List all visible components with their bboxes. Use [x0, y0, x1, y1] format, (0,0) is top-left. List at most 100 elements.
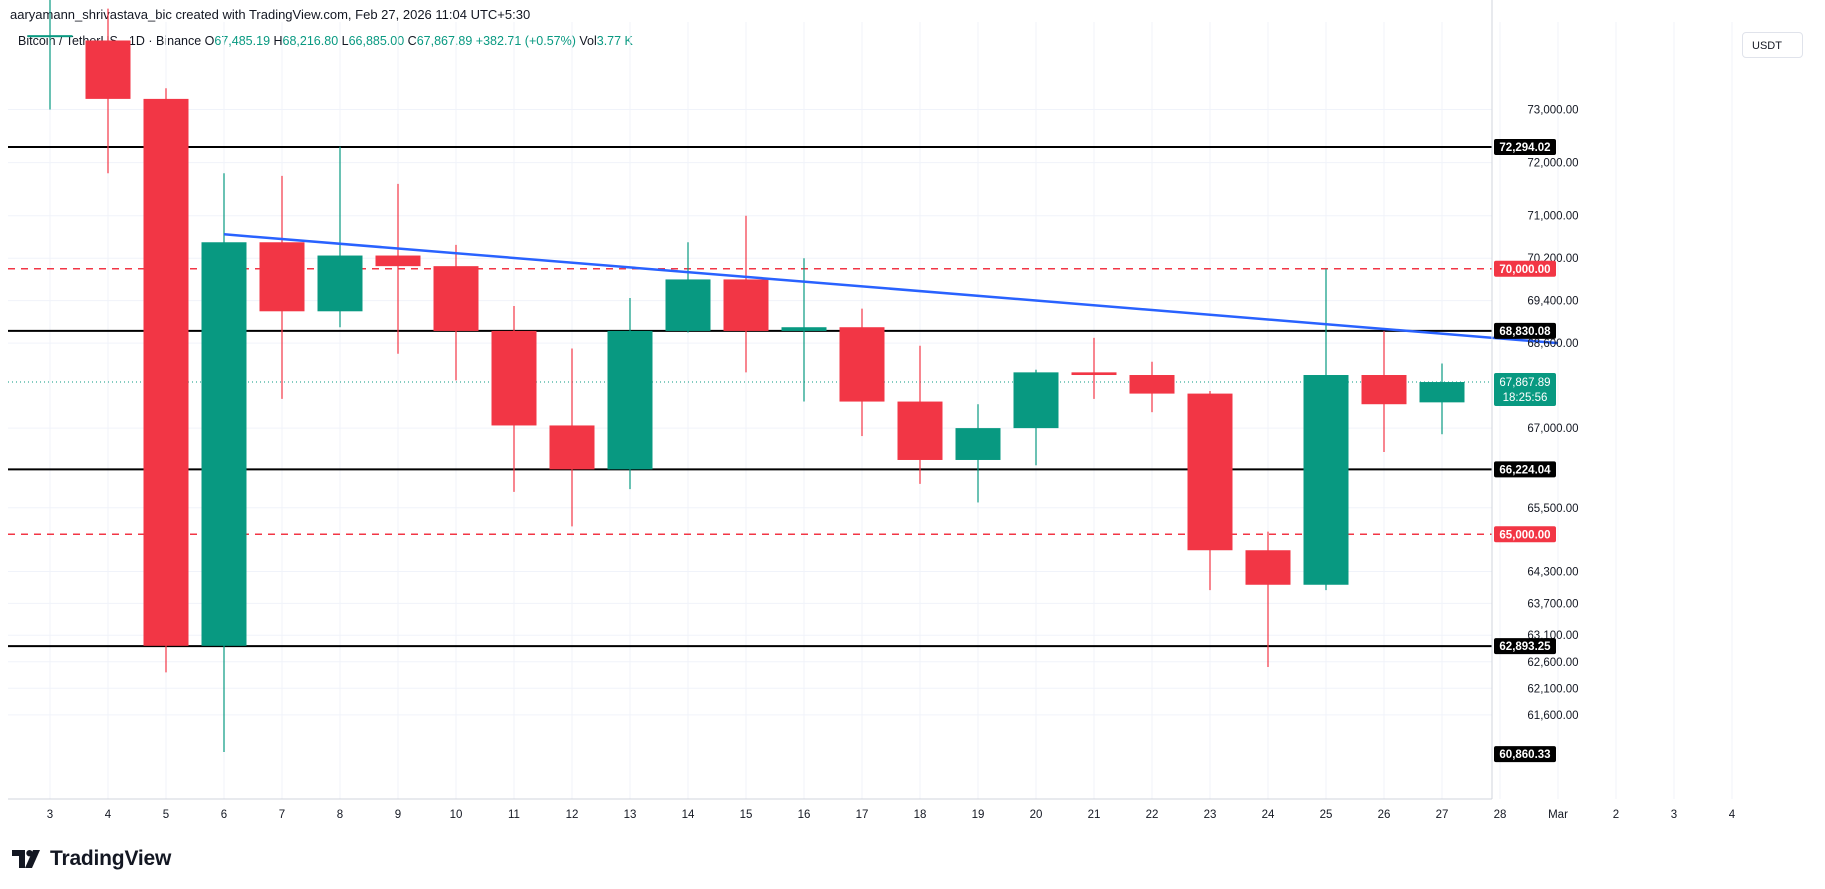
- candle: [955, 404, 1001, 503]
- candle: [897, 345, 943, 484]
- dashed-level-badge-bg: [1494, 260, 1556, 277]
- time-tick-label: 8: [337, 809, 343, 821]
- tradingview-logo-icon: [12, 850, 40, 868]
- time-tick-label: 4: [105, 809, 112, 821]
- level-badge-bg: [1494, 461, 1556, 478]
- time-tick-label: 21: [1088, 809, 1101, 821]
- time-tick-label: 26: [1378, 809, 1391, 821]
- candle-body: [375, 255, 421, 267]
- time-tick-label: 27: [1436, 809, 1449, 821]
- time-tick-label: 28: [1494, 809, 1507, 821]
- price-tick-label: 68,600.00: [1527, 338, 1578, 350]
- candle: [839, 308, 885, 437]
- time-tick-label: 14: [682, 809, 695, 821]
- candle-body: [143, 98, 189, 646]
- level-badge-text: 66,224.04: [1499, 464, 1551, 476]
- time-tick-label: 18: [914, 809, 927, 821]
- last-price-badge: 67,867.89 18:25:56: [1494, 373, 1556, 407]
- trendline: [223, 233, 1559, 345]
- candle-body: [1303, 375, 1349, 585]
- price-badges: 72,294.02 70,000.00 68,830.08 66,224.04 65,0…: [1494, 139, 1556, 763]
- candle-body: [897, 401, 943, 460]
- brand-logo: TradingView: [12, 847, 171, 871]
- candle: [723, 215, 769, 373]
- level-badge: 72,294.02: [1494, 139, 1556, 155]
- close-label: C: [407, 34, 417, 48]
- grid: [8, 22, 1733, 799]
- currency-selector[interactable]: USDT: [1742, 32, 1803, 58]
- time-tick-label: 24: [1262, 809, 1275, 821]
- candles: [27, 0, 1465, 753]
- time-tick-label: 10: [450, 809, 463, 821]
- candle-body: [1013, 372, 1059, 429]
- level-badge: 66,224.04: [1494, 461, 1556, 478]
- dashed-level-badge-bg: [1494, 526, 1556, 543]
- horizontal-levels: [8, 146, 1492, 648]
- price-tick-label: 64,300.00: [1527, 566, 1578, 578]
- time-tick-label: 19: [972, 809, 985, 821]
- candle-body: [781, 327, 827, 331]
- price-tick-label: 65,500.00: [1527, 503, 1578, 515]
- candle-body: [839, 327, 885, 402]
- candle-body: [201, 242, 247, 646]
- last-price-value: 67,867.89: [1499, 377, 1550, 389]
- candle-body: [1419, 382, 1465, 403]
- candle: [491, 305, 537, 492]
- candle-body: [259, 242, 305, 312]
- open-label: O: [204, 34, 215, 48]
- price-tick-label: 61,600.00: [1527, 710, 1578, 722]
- price-tick-label: 73,000.00: [1527, 105, 1578, 117]
- time-tick-label: 12: [566, 809, 579, 821]
- candle: [201, 173, 247, 753]
- price-tick-label: 62,600.00: [1527, 657, 1578, 669]
- dashed-level-badge-text: 70,000.00: [1499, 264, 1550, 276]
- chart-caption: aaryamann_shrivastava_bic created with T…: [10, 7, 531, 22]
- time-tick-label: 15: [740, 809, 753, 821]
- level-badge: 60,860.33: [1494, 746, 1556, 763]
- time-tick-label: 9: [395, 809, 401, 821]
- countdown-timer: 18:25:56: [1503, 392, 1548, 404]
- time-tick-label: 2: [1613, 809, 1619, 821]
- low-label: L: [341, 34, 349, 48]
- time-tick-label: 3: [47, 809, 53, 821]
- candle: [607, 298, 653, 490]
- price-tick-label: 72,000.00: [1527, 158, 1578, 170]
- candle-body: [433, 266, 479, 331]
- volume-value: 3.77 K: [596, 34, 633, 48]
- candle-body: [317, 255, 363, 312]
- time-tick-label: 17: [856, 809, 869, 821]
- low-value: 66,885.00: [348, 34, 405, 48]
- candle: [1245, 531, 1291, 668]
- volume-label: Vol: [579, 34, 597, 48]
- level-badge-bg: [1494, 638, 1556, 655]
- level-badge: 62,893.25: [1494, 638, 1556, 655]
- price-tick-label: 62,100.00: [1527, 683, 1578, 695]
- candle: [1187, 390, 1233, 591]
- candle-body: [723, 279, 769, 331]
- time-tick-label: 7: [279, 809, 285, 821]
- price-tick-label: 69,400.00: [1527, 296, 1578, 308]
- candle: [1013, 369, 1059, 466]
- level-badge-text: 72,294.02: [1499, 142, 1550, 154]
- candle-body: [955, 428, 1001, 460]
- last-price-badge-bg: [1494, 373, 1556, 407]
- candle: [1303, 268, 1349, 591]
- time-tick-label: 11: [508, 809, 520, 821]
- time-tick-label: 23: [1204, 809, 1217, 821]
- level-badge: 68,830.08: [1494, 322, 1556, 339]
- candle-body: [27, 35, 73, 38]
- time-tick-label: 25: [1320, 809, 1333, 821]
- candle-body: [491, 330, 537, 426]
- symbol-legend: Bitcoin / TetherUS · 1D · Binance O67,48…: [18, 34, 633, 48]
- candle: [549, 348, 595, 527]
- candle: [665, 242, 711, 333]
- change-value: +382.71 (+0.57%): [475, 34, 576, 48]
- dashed-level-badge-text: 65,000.00: [1499, 529, 1550, 541]
- time-tick-label: 16: [798, 809, 811, 821]
- price-tick-label: 67,000.00: [1527, 423, 1578, 435]
- candle-body: [549, 425, 595, 470]
- time-tick-label: 22: [1146, 809, 1159, 821]
- high-label: H: [273, 34, 283, 48]
- close-value: 67,867.89: [416, 34, 473, 48]
